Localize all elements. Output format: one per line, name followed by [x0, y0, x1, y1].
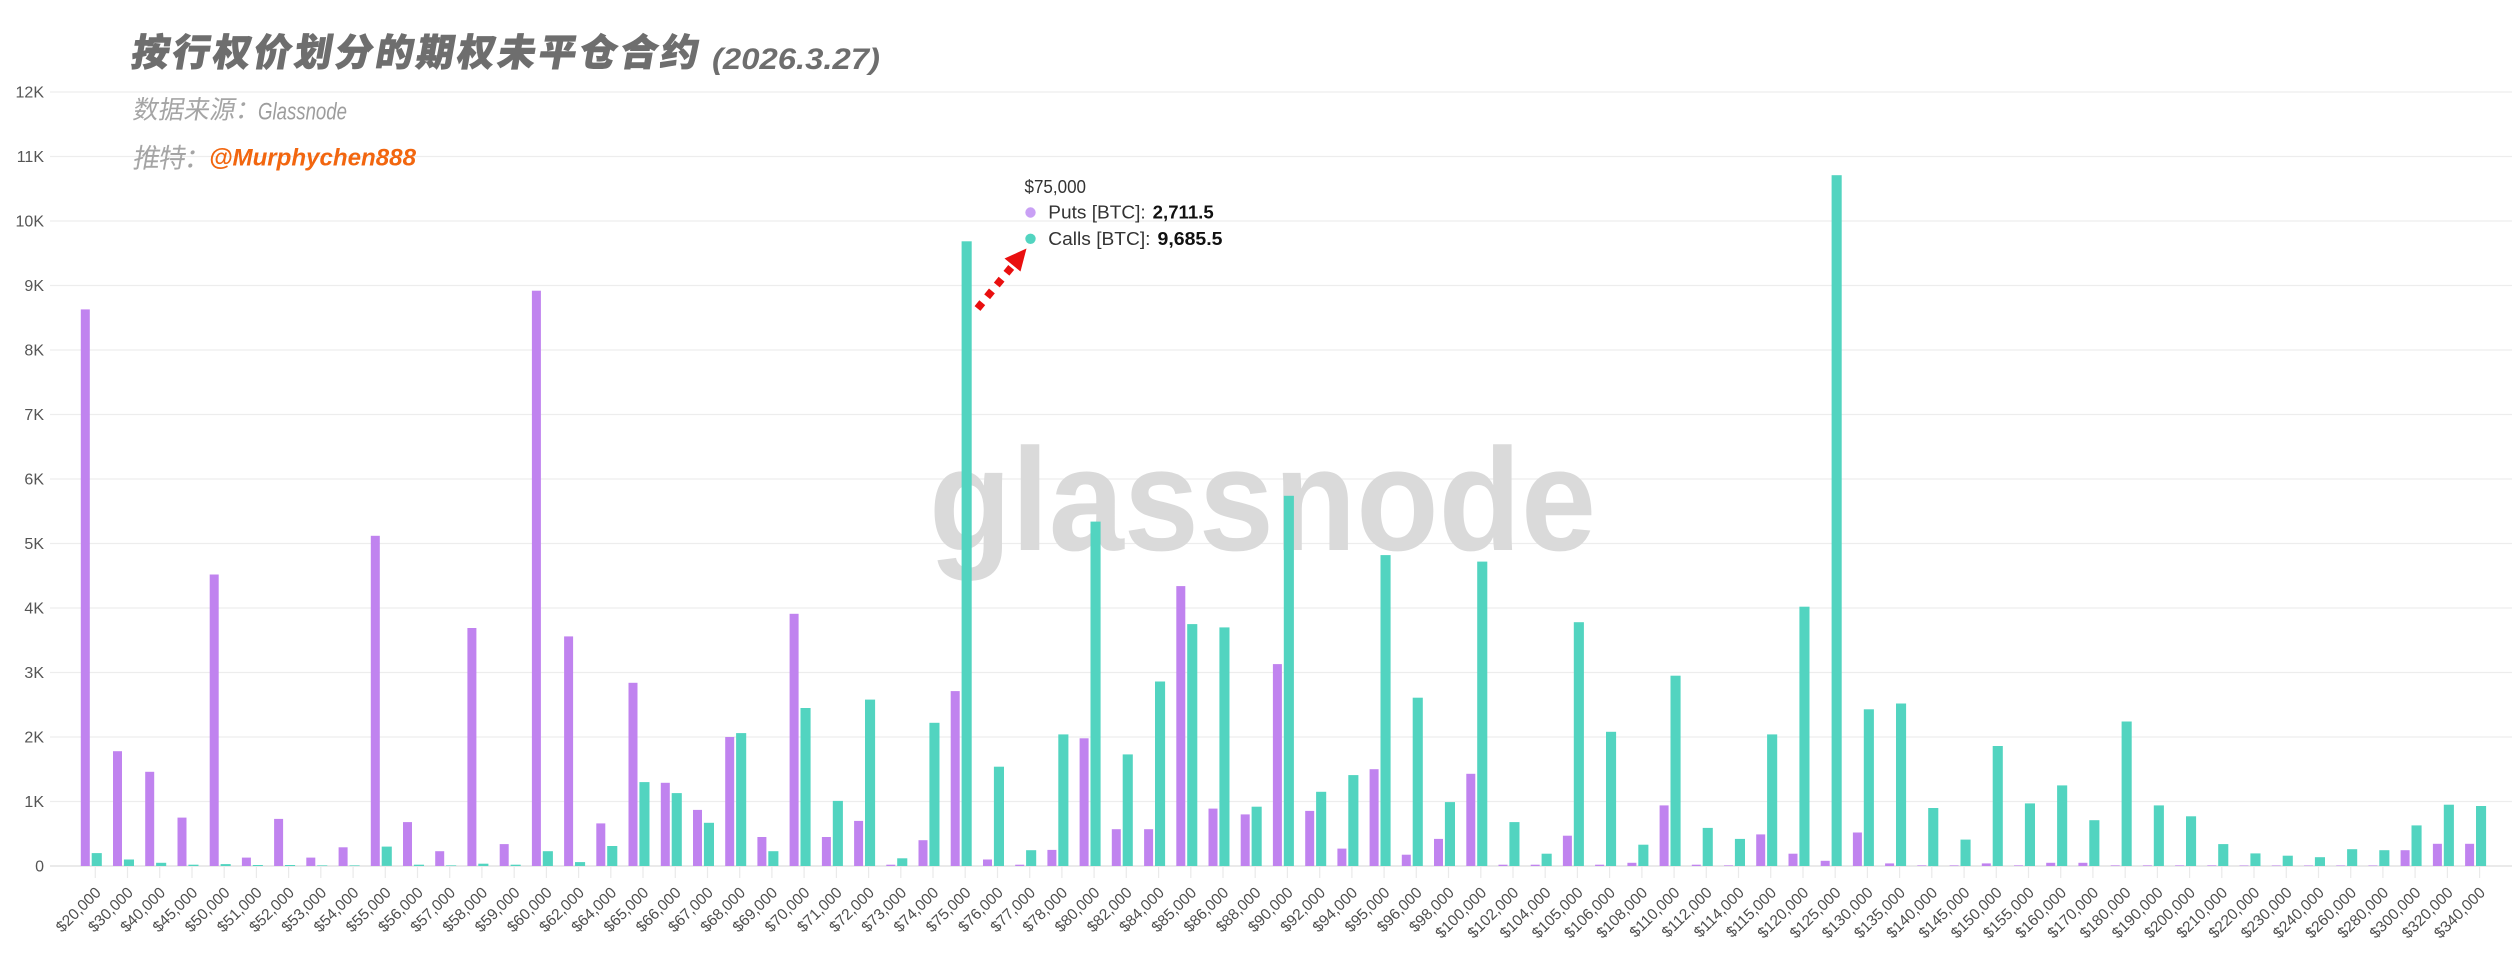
- svg-text:3K: 3K: [24, 665, 44, 682]
- svg-text:$75,000: $75,000: [1025, 177, 1087, 197]
- svg-text:10K: 10K: [16, 214, 45, 231]
- svg-text:@Murphychen888: @Murphychen888: [209, 145, 416, 172]
- svg-text:5K: 5K: [24, 536, 44, 553]
- svg-text:11K: 11K: [17, 149, 45, 166]
- svg-text:2,711.5: 2,711.5: [1153, 203, 1214, 223]
- svg-text:Puts [BTC]:: Puts [BTC]:: [1048, 203, 1145, 223]
- svg-text:4K: 4K: [24, 601, 44, 618]
- svg-text:glassnode: glassnode: [929, 418, 1596, 581]
- svg-text:9K: 9K: [24, 278, 44, 295]
- svg-text:8K: 8K: [24, 343, 44, 360]
- svg-text:9,685.5: 9,685.5: [1158, 229, 1223, 249]
- svg-text:1K: 1K: [24, 794, 44, 811]
- svg-text:Glassnode: Glassnode: [258, 99, 347, 126]
- svg-text:(2026.3.27): (2026.3.27): [712, 43, 880, 76]
- svg-text:6K: 6K: [24, 472, 44, 489]
- svg-text:0: 0: [35, 859, 44, 876]
- svg-text:7K: 7K: [24, 407, 44, 424]
- svg-text:2K: 2K: [24, 730, 44, 747]
- svg-text:Calls [BTC]:: Calls [BTC]:: [1048, 229, 1150, 249]
- svg-text:12K: 12K: [16, 85, 45, 102]
